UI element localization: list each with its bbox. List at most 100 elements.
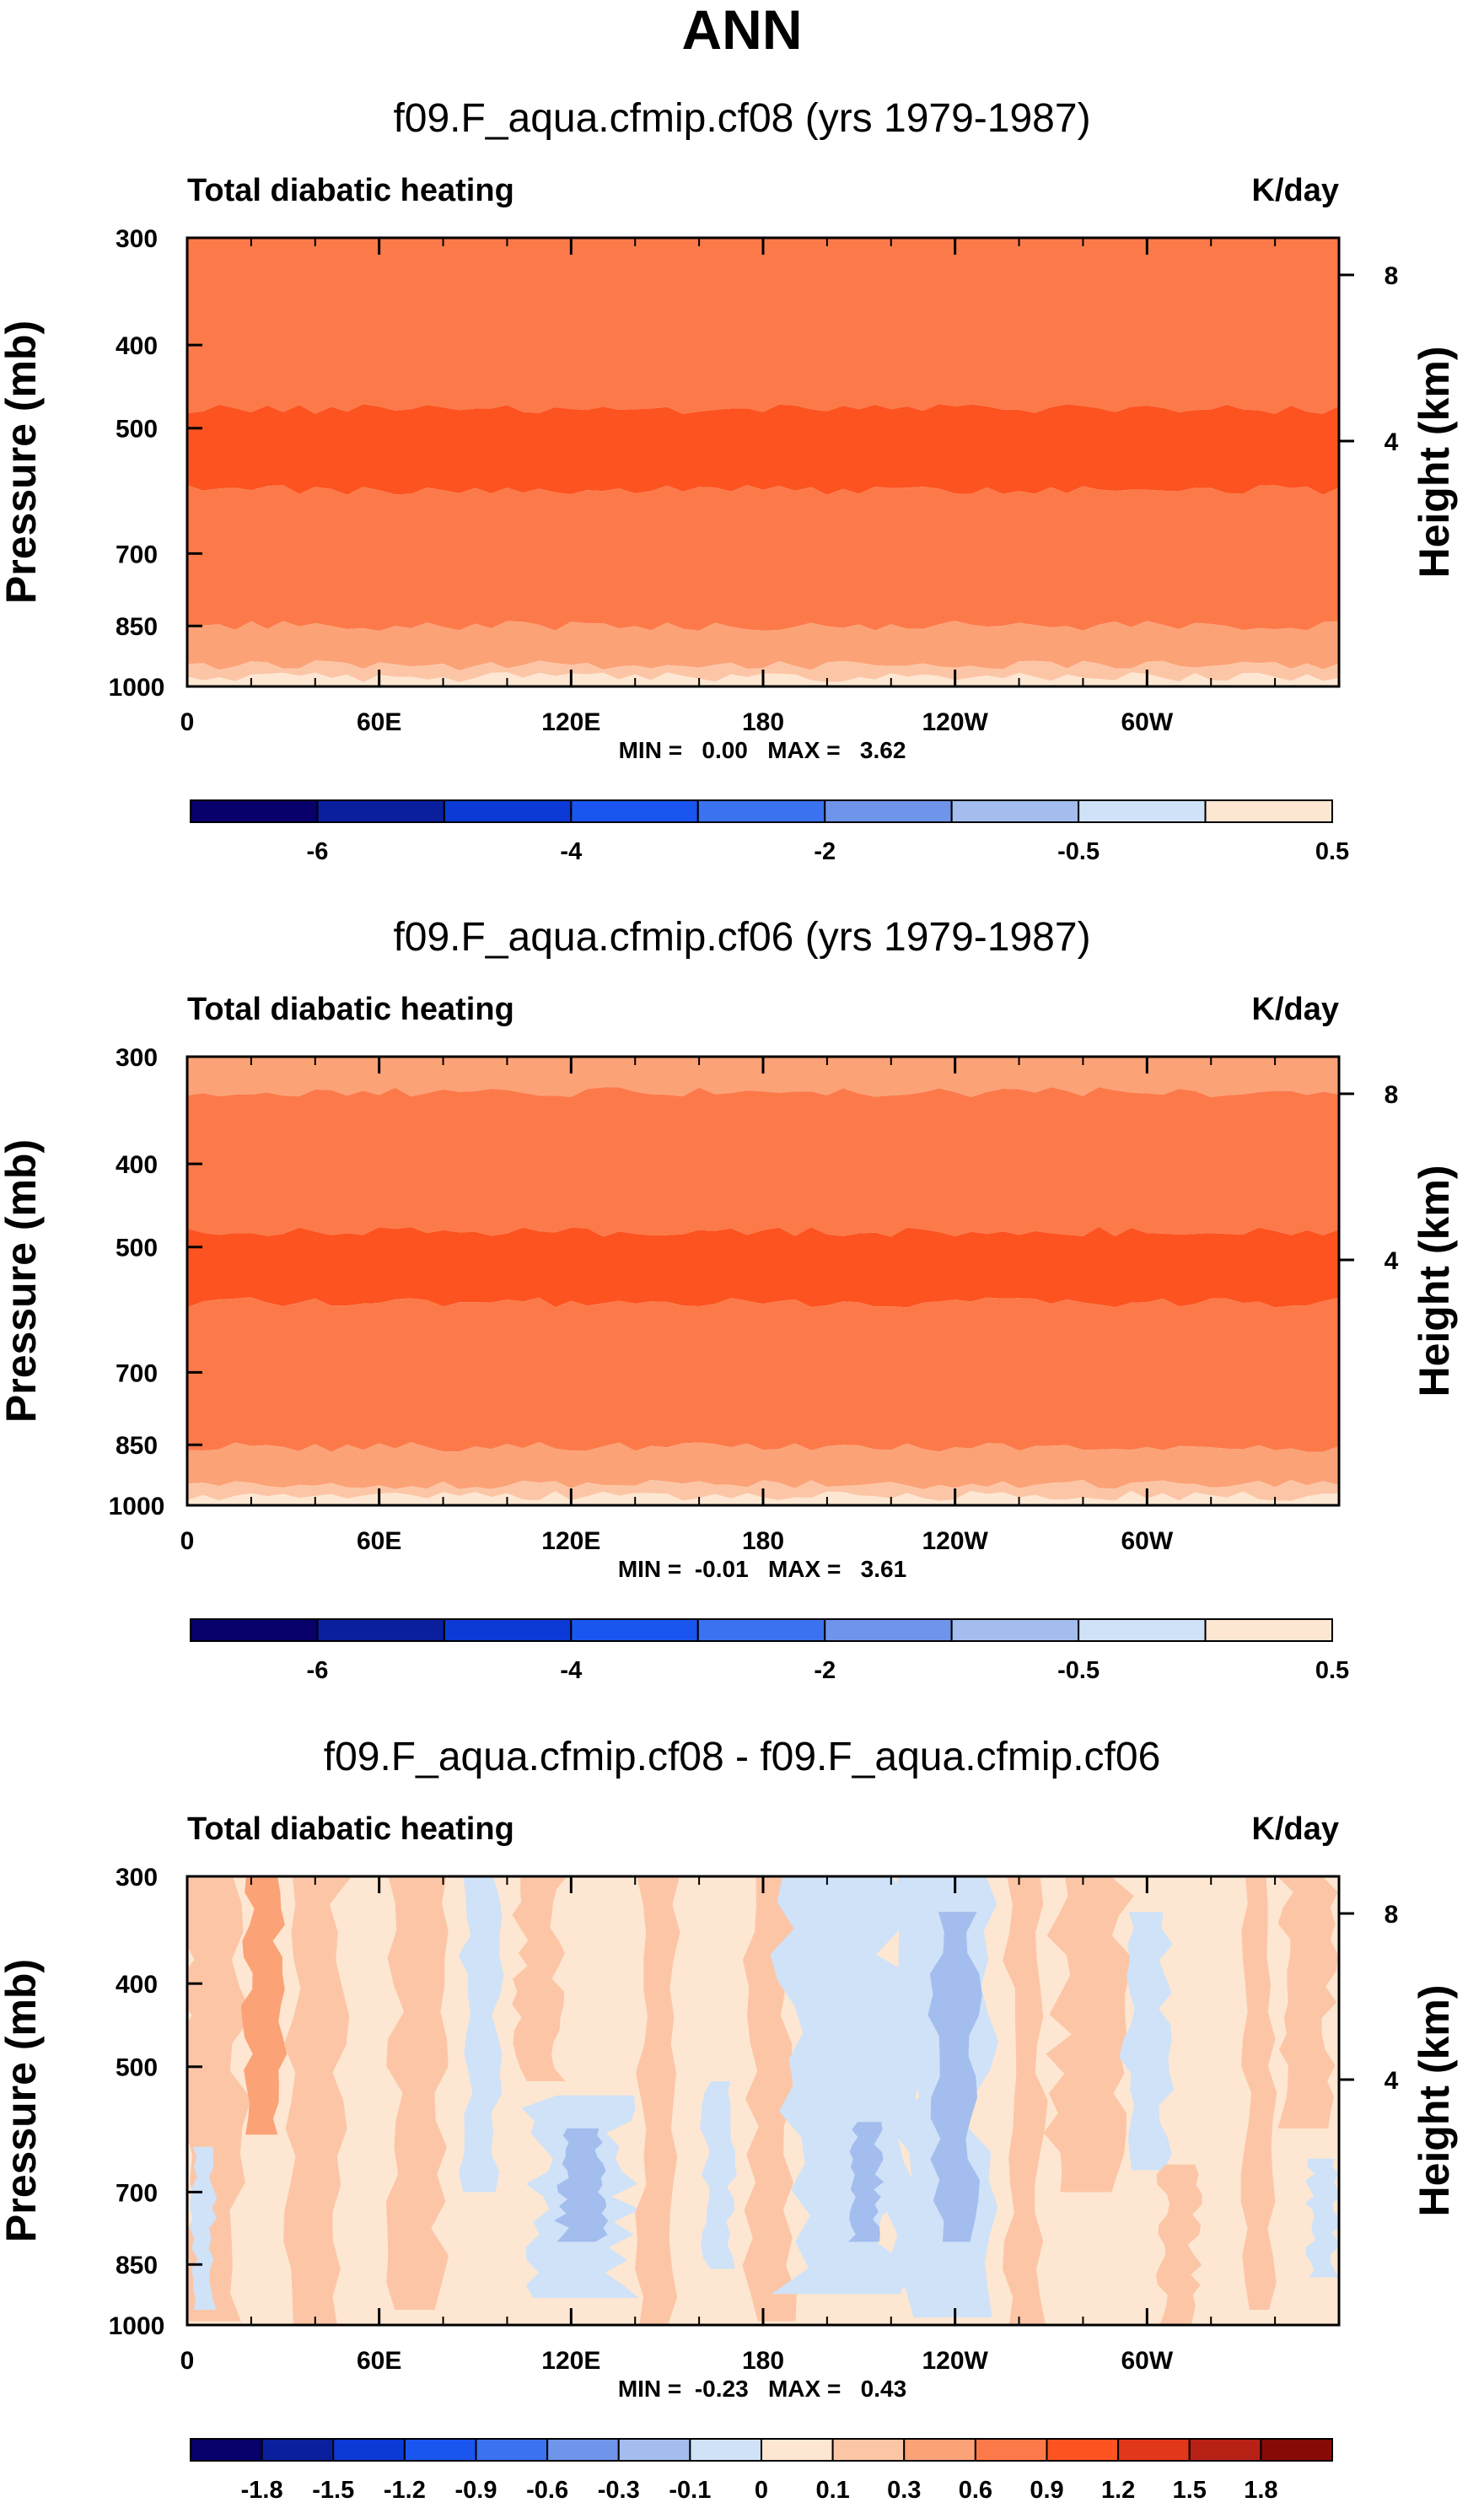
colorbar-box <box>443 1618 573 1642</box>
y-tick-label: 1000 <box>109 674 165 702</box>
colorbar-label: -1.5 <box>312 2477 354 2504</box>
x-tick-label: 0 <box>180 708 195 736</box>
y-tick-label: 850 <box>116 613 158 641</box>
contour-region <box>512 1876 567 2081</box>
colorbar-label: 1.8 <box>1244 2477 1277 2504</box>
colorbar-label: -4 <box>560 838 582 865</box>
colorbar-box <box>1188 2438 1262 2462</box>
colorbar-label: 0.3 <box>887 2477 921 2504</box>
contour-band <box>187 1297 1339 1452</box>
y-right-tick-label: 8 <box>1385 1901 1399 1929</box>
colorbar-box <box>903 2438 976 2462</box>
colorbar-box <box>831 2438 906 2462</box>
contour-region <box>770 1876 926 2295</box>
y-tick-label: 1000 <box>109 2312 165 2340</box>
x-tick-label: 120E <box>541 708 600 736</box>
colorbar-label: -2 <box>814 838 836 865</box>
x-tick-label: 60W <box>1121 2347 1173 2375</box>
panel-2: f09.F_aqua.cfmip.cf06 (yrs 1979-1987) Tot… <box>0 915 1458 1684</box>
colorbar-box <box>689 2438 762 2462</box>
contour-region <box>554 2128 609 2242</box>
colorbar-box <box>950 799 1080 823</box>
colorbar-label: -4 <box>560 1657 582 1684</box>
variable-label: Total diabatic heating <box>187 992 514 1027</box>
colorbar-label: 1.5 <box>1173 2477 1207 2504</box>
units-label: K/day <box>1252 173 1339 208</box>
colorbar-label: 0 <box>755 2477 768 2504</box>
y-right-axis-title: Height (km) <box>1411 347 1458 579</box>
contour-region <box>1305 2158 1339 2278</box>
colorbar-label: 0.9 <box>1030 2477 1063 2504</box>
units-label: K/day <box>1252 1811 1339 1847</box>
contour-region <box>1277 1876 1339 2129</box>
panel-title: f09.F_aqua.cfmip.cf08 - f09.F_aqua.cfmip… <box>324 1735 1161 1779</box>
colorbar-label: 0.5 <box>1315 838 1349 865</box>
y-right-tick-label: 8 <box>1385 1081 1399 1109</box>
colorbar-label: -1.2 <box>384 2477 426 2504</box>
colorbar-box <box>950 1618 1080 1642</box>
colorbar-label: -0.9 <box>455 2477 497 2504</box>
variable-label: Total diabatic heating <box>187 173 514 208</box>
contour-band <box>187 404 1339 495</box>
x-tick-label: 120W <box>922 1527 988 1555</box>
contour-region <box>385 1876 449 2310</box>
y-tick-label: 700 <box>116 2179 158 2207</box>
colorbar-box <box>570 1618 699 1642</box>
colorbar-label: -1.8 <box>241 2477 283 2504</box>
contour-region <box>190 2146 218 2310</box>
y-tick-label: 850 <box>116 2252 158 2279</box>
contour-band <box>187 1057 1339 1098</box>
y-right-axis-title: Height (km) <box>1411 1985 1458 2217</box>
contour-band <box>187 1442 1339 1489</box>
colorbar-box <box>1078 799 1207 823</box>
contour-region <box>458 1876 504 2193</box>
colorbar-box <box>1046 2438 1120 2462</box>
x-tick-label: 0 <box>180 1527 195 1555</box>
y-tick-label: 1000 <box>109 1493 165 1520</box>
colorbar-label: -2 <box>814 1657 836 1684</box>
colorbar-label: -0.5 <box>1057 1657 1100 1684</box>
panel-3: f09.F_aqua.cfmip.cf08 - f09.F_aqua.cfmip… <box>0 1735 1458 2504</box>
x-tick-label: 120W <box>922 2347 988 2375</box>
colorbar-box <box>1204 1618 1333 1642</box>
colorbar-box <box>332 2438 406 2462</box>
colorbar: -1.8 -1.5 -1.2 -0.9 -0.6 -0.3 -0.1 0 0.1 0.3 0.6 0.… <box>190 2438 1333 2504</box>
colorbar-box <box>1078 1618 1207 1642</box>
y-tick-label: 700 <box>116 541 158 568</box>
plot-area <box>187 238 1339 686</box>
colorbar-box <box>761 2438 834 2462</box>
panel-title: f09.F_aqua.cfmip.cf08 (yrs 1979-1987) <box>393 96 1090 141</box>
panel-1: f09.F_aqua.cfmip.cf08 (yrs 1979-1987) Tot… <box>0 96 1458 865</box>
panel-title: f09.F_aqua.cfmip.cf06 (yrs 1979-1987) <box>393 915 1090 960</box>
x-tick-label: 60E <box>357 2347 401 2375</box>
contour-region <box>928 1912 982 2242</box>
x-tick-label: 180 <box>742 1527 784 1555</box>
colorbar-label: -0.5 <box>1057 838 1100 865</box>
y-right-tick-label: 4 <box>1385 2067 1399 2095</box>
colorbar-box <box>190 799 319 823</box>
colorbar-box <box>475 2438 549 2462</box>
colorbar: -6-4-2-0.50.5246 <box>190 1618 1349 1684</box>
contour-band <box>187 1226 1339 1308</box>
y-tick-label: 300 <box>116 1864 158 1892</box>
y-right-axis-title: Height (km) <box>1411 1165 1458 1397</box>
contour-region <box>1003 1876 1048 2325</box>
y-tick-label: 700 <box>116 1359 158 1387</box>
colorbar-label: -0.1 <box>669 2477 711 2504</box>
x-tick-label: 0 <box>180 2347 195 2375</box>
y-tick-label: 300 <box>116 1044 158 1072</box>
colorbar-label: -6 <box>307 838 329 865</box>
contour-band <box>187 1087 1339 1237</box>
contour-region <box>700 2081 737 2269</box>
contour-region <box>240 1876 288 2135</box>
contour-region <box>1155 2164 1202 2325</box>
colorbar-label: 0.1 <box>815 2477 849 2504</box>
y-tick-label: 400 <box>116 332 158 360</box>
colorbar-box <box>190 2438 263 2462</box>
colorbar-label: -6 <box>307 1657 329 1684</box>
y-right-tick-label: 4 <box>1385 1247 1399 1275</box>
colorbar-box <box>1204 799 1333 823</box>
colorbar-box <box>824 1618 953 1642</box>
colorbar-label: 1.2 <box>1101 2477 1135 2504</box>
